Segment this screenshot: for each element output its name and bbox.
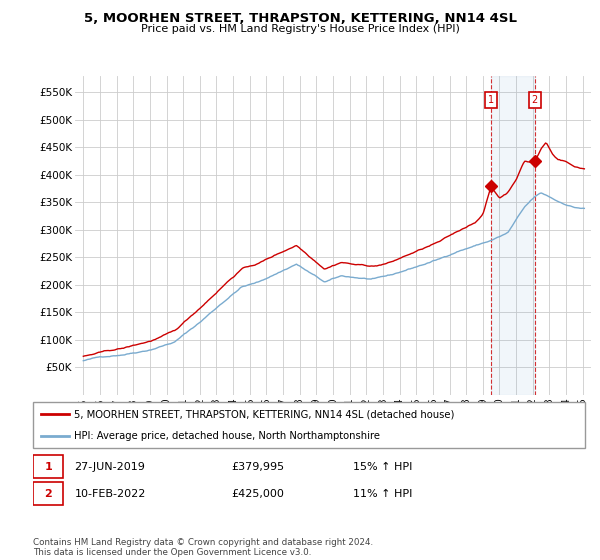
Text: £379,995: £379,995 — [232, 461, 285, 472]
Text: Price paid vs. HM Land Registry's House Price Index (HPI): Price paid vs. HM Land Registry's House … — [140, 24, 460, 34]
Text: Contains HM Land Registry data © Crown copyright and database right 2024.
This d: Contains HM Land Registry data © Crown c… — [33, 538, 373, 557]
Text: 5, MOORHEN STREET, THRAPSTON, KETTERING, NN14 4SL (detached house): 5, MOORHEN STREET, THRAPSTON, KETTERING,… — [74, 409, 455, 419]
FancyBboxPatch shape — [33, 402, 585, 448]
Text: 1: 1 — [488, 95, 494, 105]
Text: 27-JUN-2019: 27-JUN-2019 — [74, 461, 145, 472]
Text: 2: 2 — [44, 489, 52, 499]
Text: 2: 2 — [532, 95, 538, 105]
Text: 10-FEB-2022: 10-FEB-2022 — [74, 489, 146, 499]
FancyBboxPatch shape — [33, 482, 64, 506]
Text: 1: 1 — [44, 461, 52, 472]
Text: 15% ↑ HPI: 15% ↑ HPI — [353, 461, 413, 472]
Text: £425,000: £425,000 — [232, 489, 284, 499]
Text: 5, MOORHEN STREET, THRAPSTON, KETTERING, NN14 4SL: 5, MOORHEN STREET, THRAPSTON, KETTERING,… — [83, 12, 517, 25]
FancyBboxPatch shape — [33, 455, 64, 478]
Bar — [491, 76, 535, 395]
Text: 11% ↑ HPI: 11% ↑ HPI — [353, 489, 413, 499]
Text: HPI: Average price, detached house, North Northamptonshire: HPI: Average price, detached house, Nort… — [74, 431, 380, 441]
